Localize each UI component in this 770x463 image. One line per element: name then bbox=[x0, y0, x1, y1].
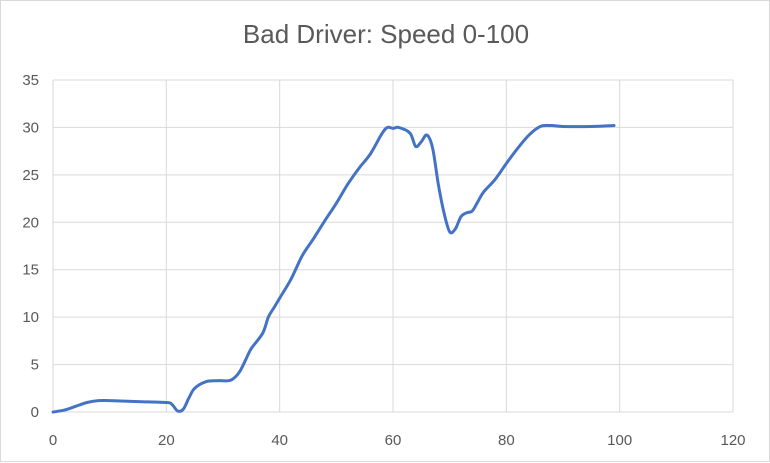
x-tick-label: 80 bbox=[498, 432, 515, 449]
x-tick-label: 120 bbox=[720, 432, 745, 449]
y-tick-label: 5 bbox=[31, 357, 39, 374]
series-line-0 bbox=[51, 123, 616, 414]
series-layer bbox=[51, 123, 616, 414]
axis-layer: 0 5 10 15 20 25 30 35 0 20 40 60 80 100 120 bbox=[22, 72, 745, 449]
y-tick-label: 10 bbox=[22, 309, 39, 326]
y-tick-label: 20 bbox=[22, 214, 39, 231]
y-tick-label: 15 bbox=[22, 262, 39, 279]
x-tick-label: 20 bbox=[158, 432, 175, 449]
y-tick-label: 35 bbox=[22, 72, 39, 89]
grid-layer bbox=[52, 79, 734, 413]
x-tick-label: 40 bbox=[271, 432, 288, 449]
y-tick-label: 0 bbox=[31, 404, 39, 421]
x-tick-label: 0 bbox=[49, 432, 57, 449]
x-tick-label: 60 bbox=[385, 432, 402, 449]
y-tick-label: 25 bbox=[22, 167, 39, 184]
y-tick-label: 30 bbox=[22, 119, 39, 136]
chart-title: Bad Driver: Speed 0-100 bbox=[242, 19, 530, 49]
x-tick-label: 100 bbox=[607, 432, 632, 449]
